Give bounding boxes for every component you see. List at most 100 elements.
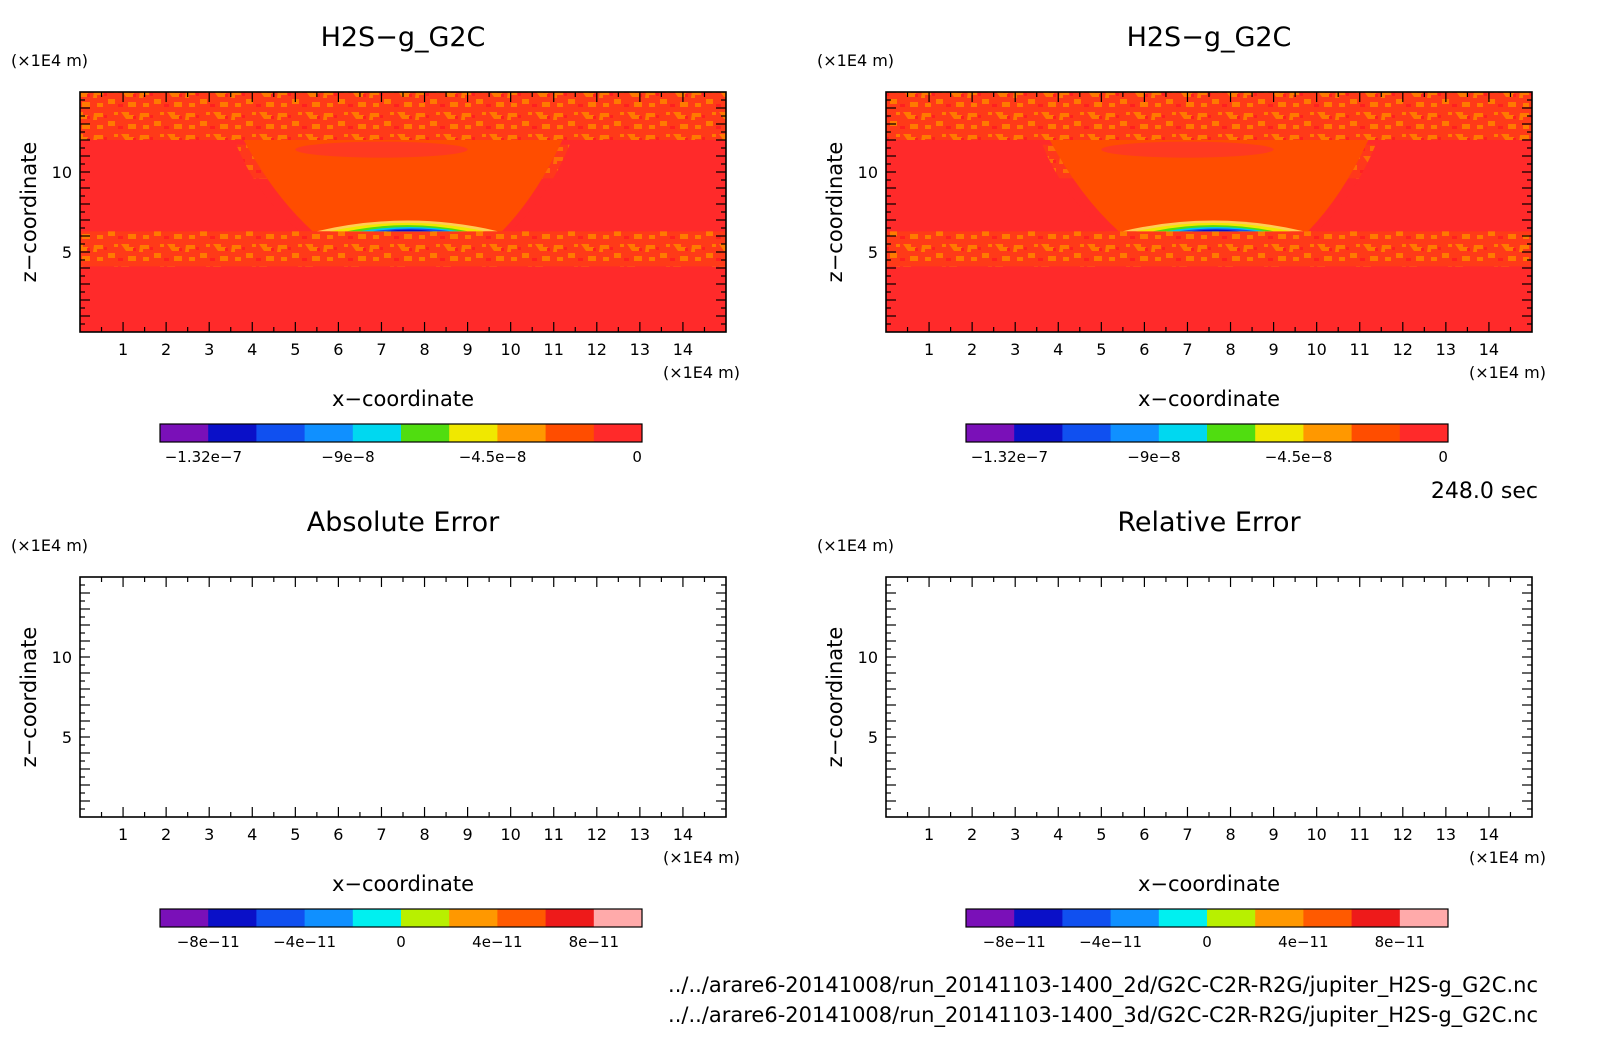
- colorbar-frame: [965, 908, 1449, 928]
- anomaly-lens: [1191, 229, 1240, 232]
- colorbar-swatch: [1062, 424, 1112, 442]
- colorbar-swatch: [256, 424, 306, 442]
- field-right-plume: [510, 141, 726, 232]
- field-left-plume: [886, 141, 1106, 232]
- colorbar-tick-label: −1.32e−7: [165, 448, 242, 466]
- x-unit-label: (×1E4 m): [663, 848, 740, 867]
- colorbar-tick-label: −4e−11: [273, 933, 336, 951]
- x-tick-label: 9: [1269, 825, 1279, 844]
- plot-frame: [79, 576, 727, 818]
- y-unit-label: (×1E4 m): [817, 51, 894, 70]
- colorbar-tick-label: −9e−8: [321, 448, 374, 466]
- x-tick-label: 10: [500, 340, 520, 359]
- colorbar-tick-label: 8e−11: [569, 933, 619, 951]
- x-tick-label: 10: [500, 825, 520, 844]
- field-right-plume: [1316, 141, 1532, 232]
- x-axis: 1 2 3 4 5 6 7 8 9 10 11 12 13 14(×1E4 m)x−coordinate: [906, 577, 1546, 896]
- x-tick-label: 11: [544, 825, 564, 844]
- chart-panel: Absolute Error(×1E4 m)1 2 3 4 5 6 7 8 9 10 11 12 13 1…: [11, 507, 740, 951]
- contour-field: [80, 92, 726, 332]
- x-tick-label: 6: [1139, 340, 1149, 359]
- y-tick-label: 5: [868, 243, 878, 262]
- colorbar-swatch: [1303, 909, 1353, 927]
- x-tick-label: 12: [587, 825, 607, 844]
- x-axis: 1 2 3 4 5 6 7 8 9 10 11 12 13 14(×1E4 m)x−coordinate: [906, 92, 1546, 411]
- plot-frame: [885, 576, 1533, 818]
- chart-title: H2S−g_G2C: [1127, 22, 1292, 53]
- x-unit-label: (×1E4 m): [1469, 363, 1546, 382]
- x-tick-label: 9: [1269, 340, 1279, 359]
- x-tick-label: 4: [247, 825, 257, 844]
- x-tick-label: 3: [204, 340, 214, 359]
- x-tick-label: 4: [1053, 825, 1063, 844]
- footer-path-3d: ../../arare6-20141008/run_20141103-1400_…: [668, 1003, 1538, 1028]
- colorbar-swatch: [1303, 424, 1353, 442]
- colorbar-swatch: [1062, 909, 1112, 927]
- x-tick-label: 11: [544, 340, 564, 359]
- x-tick-label: 14: [1479, 340, 1499, 359]
- y-axis: 5 10 z−coordinate: [823, 99, 1532, 325]
- x-tick-label: 2: [967, 825, 977, 844]
- x-tick-label: 13: [630, 825, 650, 844]
- x-tick-label: 7: [376, 340, 386, 359]
- colorbar-swatch: [593, 909, 643, 927]
- colorbar-tick-label: 8e−11: [1375, 933, 1425, 951]
- x-tick-label: 12: [1393, 340, 1413, 359]
- colorbar-swatch: [160, 909, 209, 927]
- y-tick-label: 5: [868, 728, 878, 747]
- y-axis-label: z−coordinate: [17, 627, 41, 768]
- colorbar-swatch: [545, 909, 595, 927]
- colorbar-swatch: [449, 424, 498, 442]
- colorbar-swatch: [352, 424, 402, 442]
- colorbar-swatch: [256, 909, 306, 927]
- colorbar-swatch: [352, 909, 402, 927]
- chart-panel: H2S−g_G2C(×1E4 m)1 2 3 4 5 6 7 8 9 10 11 12 13 14(×1E…: [817, 22, 1546, 466]
- y-unit-label: (×1E4 m): [817, 536, 894, 555]
- x-tick-label: 3: [204, 825, 214, 844]
- colorbar-frame: [159, 423, 643, 443]
- colorbar-swatch: [208, 909, 257, 927]
- x-tick-label: 7: [1182, 825, 1192, 844]
- x-tick-label: 7: [376, 825, 386, 844]
- colorbar-tick-label: 0: [396, 933, 406, 951]
- chart-title: Relative Error: [1117, 507, 1301, 538]
- x-tick-label: 13: [630, 340, 650, 359]
- y-axis-label: z−coordinate: [17, 142, 41, 283]
- y-axis: 5 10 z−coordinate: [17, 99, 726, 325]
- colorbar-swatch: [1399, 909, 1449, 927]
- colorbar-swatch: [401, 909, 450, 927]
- x-tick-label: 2: [161, 340, 171, 359]
- time-label: 248.0 sec: [1431, 479, 1538, 504]
- colorbar-swatch: [1158, 909, 1208, 927]
- x-tick-label: 5: [290, 825, 300, 844]
- colorbar: −1.32e−7 −9e−8 −4.5e−8 0: [965, 423, 1449, 466]
- x-tick-label: 11: [1350, 825, 1370, 844]
- y-axis-label: z−coordinate: [823, 627, 847, 768]
- x-tick-label: 12: [587, 340, 607, 359]
- field-central-column: [243, 140, 563, 232]
- x-tick-label: 4: [1053, 340, 1063, 359]
- field-upper-band: [80, 92, 726, 140]
- y-tick-label: 10: [52, 163, 72, 182]
- x-tick-label: 6: [333, 340, 343, 359]
- x-axis: 1 2 3 4 5 6 7 8 9 10 11 12 13 14(×1E4 m)x−coordinate: [100, 577, 740, 896]
- chart-title: Absolute Error: [307, 507, 500, 538]
- x-axis: 1 2 3 4 5 6 7 8 9 10 11 12 13 14(×1E4 m)x−coordinate: [100, 92, 740, 411]
- x-tick-label: 1: [118, 825, 128, 844]
- x-tick-label: 6: [1139, 825, 1149, 844]
- x-tick-label: 14: [673, 340, 693, 359]
- x-tick-label: 8: [419, 825, 429, 844]
- field-upper-band: [886, 92, 1532, 140]
- x-tick-label: 5: [290, 340, 300, 359]
- x-tick-label: 2: [161, 825, 171, 844]
- colorbar-tick-label: −8e−11: [983, 933, 1046, 951]
- y-axis-label: z−coordinate: [823, 142, 847, 283]
- x-tick-label: 14: [673, 825, 693, 844]
- colorbar-swatch: [304, 909, 354, 927]
- colorbar-swatch: [497, 424, 547, 442]
- footer-path-2d: ../../arare6-20141008/run_20141103-1400_…: [668, 973, 1538, 998]
- y-tick-label: 5: [62, 728, 72, 747]
- x-unit-label: (×1E4 m): [663, 363, 740, 382]
- x-tick-label: 1: [924, 340, 934, 359]
- x-unit-label: (×1E4 m): [1469, 848, 1546, 867]
